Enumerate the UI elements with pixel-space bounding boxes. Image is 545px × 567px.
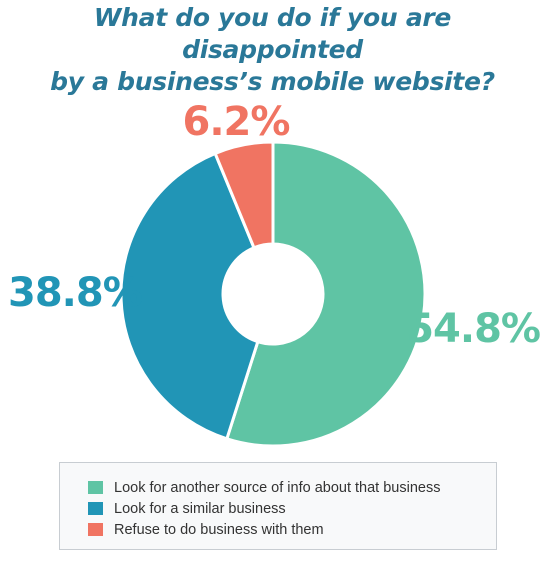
legend-swatch <box>88 502 103 515</box>
pie-slice <box>225 140 427 448</box>
chart-title-line-1: What do you do if you are disappointed <box>93 3 452 64</box>
slice-value-label: 38.8% <box>8 270 142 316</box>
slice-value-label: 6.2% <box>183 99 290 145</box>
pie-slice <box>119 151 260 441</box>
legend-swatch <box>88 523 103 536</box>
chart-title-line-2: by a business’s mobile website? <box>50 67 495 96</box>
chart-legend: Look for another source of info about th… <box>59 462 497 550</box>
legend-item: Look for another source of info about th… <box>88 477 496 498</box>
donut-chart: 54.8% 38.8% 6.2% <box>8 99 541 448</box>
legend-label: Refuse to do business with them <box>114 521 324 538</box>
chart-title: What do you do if you are disappointed b… <box>0 2 545 98</box>
legend-swatch <box>88 481 103 494</box>
slice-value-label: 54.8% <box>406 306 540 352</box>
legend-item: Look for a similar business <box>88 498 496 519</box>
legend-label: Look for another source of info about th… <box>114 479 441 496</box>
legend-item: Refuse to do business with them <box>88 519 496 540</box>
legend-label: Look for a similar business <box>114 500 286 517</box>
pie-slice <box>213 140 275 250</box>
